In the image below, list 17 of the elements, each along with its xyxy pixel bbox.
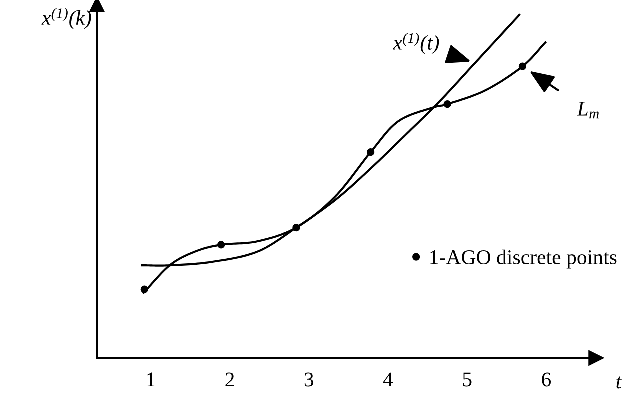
point	[140, 286, 148, 294]
x-tick-label: 2	[226, 372, 234, 387]
point	[444, 100, 452, 108]
x-tick-label: 1	[148, 372, 155, 387]
x-tick-label: 3	[304, 372, 314, 387]
text: L$_{m}$	[577, 102, 599, 119]
legend-label: 1-AGO discrete points	[430, 250, 617, 269]
point	[218, 241, 226, 249]
x-axis-title: t	[616, 376, 622, 389]
x-tick-label: 5	[463, 372, 472, 387]
point	[292, 224, 300, 232]
series-label: x$^{(1)}$(t)	[393, 32, 440, 54]
point	[518, 62, 527, 70]
x-tick-label: 6	[542, 372, 552, 387]
x-tick-label: 4	[383, 372, 394, 387]
y-axis-title: x$^{(1)}$(k)	[42, 8, 92, 30]
point	[367, 148, 375, 156]
